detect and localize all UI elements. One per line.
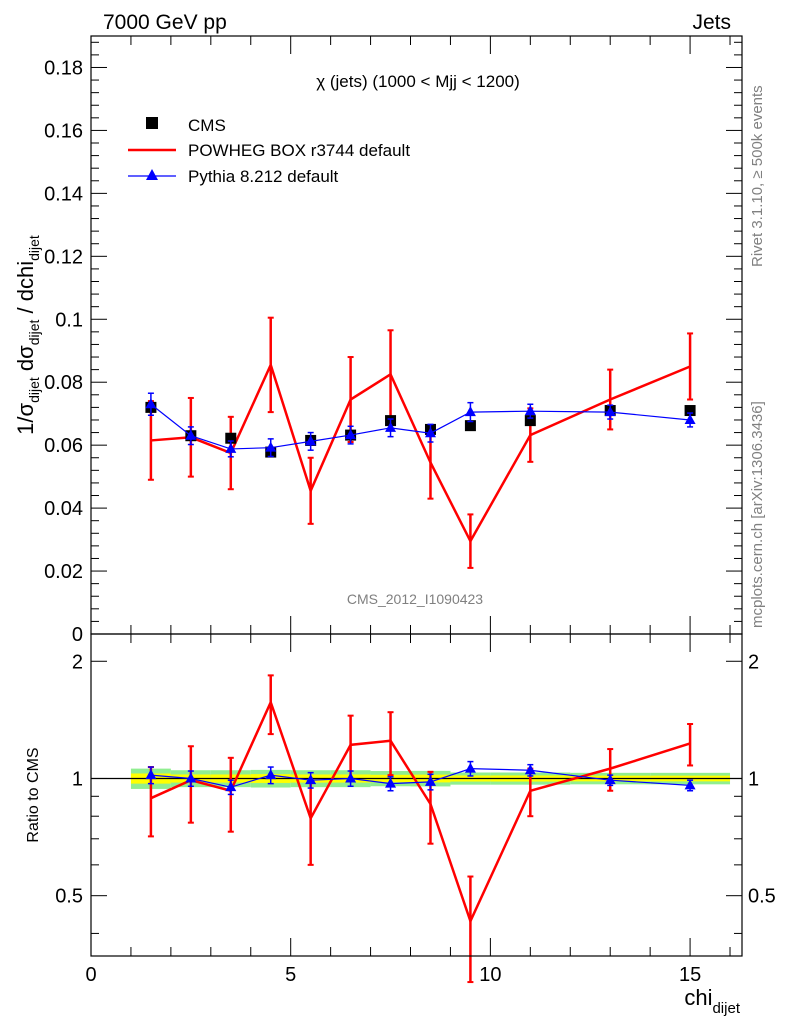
x-axis-label: chidijet	[684, 985, 740, 1017]
header-left: 7000 GeV pp	[103, 11, 227, 34]
pythia-point	[305, 435, 317, 446]
ratio-pythia-point	[225, 781, 237, 792]
ratio-powheg-line	[150, 698, 691, 925]
main-y-tick-label: 0.16	[44, 120, 83, 142]
main-y-tick-label: 0.08	[44, 372, 83, 394]
legend-label-pythia: Pythia 8.212 default	[188, 167, 339, 186]
pythia-point	[345, 429, 357, 440]
ratio-pythia-point	[305, 774, 317, 785]
pythia-line	[150, 403, 691, 450]
pythia-point	[385, 421, 397, 432]
legend-label-cms: CMS	[188, 116, 226, 135]
pythia-point	[424, 427, 436, 438]
ratio-pythia-point	[145, 769, 157, 780]
ratio-pythia-point	[385, 777, 397, 788]
legend: CMS POWHEG BOX r3744 default Pythia 8.21…	[128, 116, 410, 186]
ratio-pythia-point	[345, 772, 357, 783]
main-y-tick-label: 0.1	[55, 309, 83, 331]
ratio-frame	[90, 633, 743, 957]
ratio-pythia-point	[185, 772, 197, 783]
powheg-line	[150, 361, 691, 544]
pythia-point	[684, 413, 696, 424]
ratio-pythia-point	[464, 762, 476, 773]
ratio-y-tick-label-right: 0.5	[748, 886, 776, 908]
pythia-point	[145, 398, 157, 409]
legend-marker-cms	[146, 117, 158, 129]
main-y-tick-label: 0.18	[44, 57, 83, 79]
pythia-point	[185, 429, 197, 440]
ratio-y-tick-label-right: 2	[748, 651, 759, 673]
ratio-pythia-line	[150, 768, 691, 788]
mcplots-label: mcplots.cern.ch [arXiv:1306.3436]	[749, 401, 766, 628]
x-tick-label: 10	[479, 964, 501, 986]
cms-point	[684, 405, 696, 417]
main-plot-title: χ (jets) (1000 < Mjj < 1200)	[316, 72, 520, 91]
ratio-y-tick-label: 2	[72, 651, 83, 673]
ratio-panel: 0.5 0.5 1 1 2 2 0 5 10 15	[55, 633, 776, 986]
x-tick-label: 15	[679, 964, 701, 986]
legend-label-powheg: POWHEG BOX r3744 default	[188, 141, 410, 160]
main-y-tick-label: 0.14	[44, 183, 83, 205]
ratio-y-tick-label: 1	[72, 768, 83, 790]
cms-point	[225, 432, 237, 444]
main-axis-ticks: 0 0.02 0.04 0.06 0.08 0.1 0.12 0.14 0.16 0.18	[44, 36, 742, 646]
main-y-tick-label: 0.06	[44, 435, 83, 457]
ratio-pythia-point	[684, 779, 696, 790]
analysis-tag: CMS_2012_I1090423	[347, 591, 483, 607]
main-y-tick-label: 0.04	[44, 498, 83, 520]
ratio-y-tick-label-right: 1	[748, 768, 759, 790]
main-y-tick-label: 0.02	[44, 561, 83, 583]
pythia-point	[464, 406, 476, 417]
pythia-point	[524, 405, 536, 416]
main-y-tick-label: 0	[72, 624, 83, 646]
cms-point	[524, 415, 536, 427]
pythia-point	[265, 441, 277, 452]
x-tick-label: 5	[285, 964, 296, 986]
ratio-pythia-point	[524, 764, 536, 775]
main-y-tick-label: 0.12	[44, 246, 83, 268]
ratio-axis-ticks: 0.5 0.5 1 1 2 2 0 5 10 15	[55, 634, 776, 986]
pythia-point	[604, 406, 616, 417]
main-y-axis-label: 1/σdijet dσdijet / dchidijet	[13, 235, 42, 435]
main-series	[145, 316, 696, 569]
ratio-pythia-point	[424, 775, 436, 786]
pythia-point	[225, 442, 237, 453]
ratio-pythia-point	[604, 774, 616, 785]
header-right: Jets	[692, 11, 731, 34]
legend-marker-pythia	[146, 169, 158, 180]
ratio-y-axis-label: Ratio to CMS	[25, 747, 42, 842]
ratio-series	[145, 674, 696, 984]
rivet-label: Rivet 3.1.10, ≥ 500k events	[749, 85, 766, 267]
ratio-y-tick-label: 0.5	[55, 886, 83, 908]
main-panel: 0 0.02 0.04 0.06 0.08 0.1 0.12 0.14 0.16 0.18 χ (…	[44, 35, 743, 646]
x-tick-label: 0	[85, 964, 96, 986]
ratio-pythia-point	[265, 769, 277, 780]
cms-point	[464, 420, 476, 432]
